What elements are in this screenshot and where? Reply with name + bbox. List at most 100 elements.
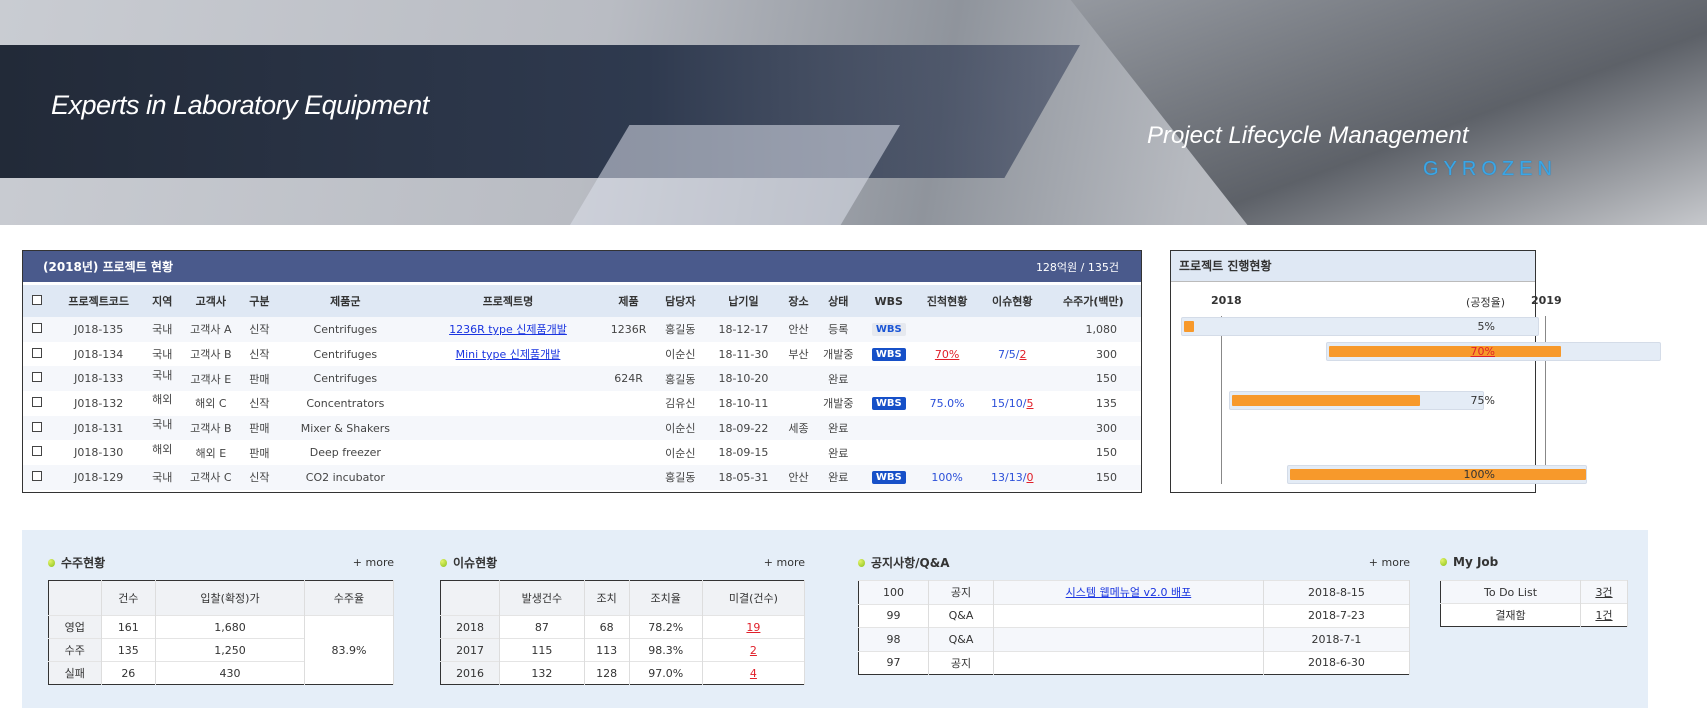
cell-text: Mixer & Shakers bbox=[300, 421, 390, 435]
cell-issue bbox=[978, 366, 1046, 392]
row-checkbox[interactable] bbox=[32, 322, 42, 333]
gantt-progress-bar bbox=[1329, 345, 1561, 357]
table-row[interactable]: J018-133 국내 고객사 E 판매 Centrifuges 624R 홍길동 18-10… bbox=[23, 366, 1141, 392]
project-link[interactable]: Mini type 신제품개발 bbox=[455, 348, 561, 362]
wbs-button[interactable]: WBS bbox=[871, 348, 906, 362]
notice-link[interactable]: 시스템 웹메뉴얼 v2.0 배포 bbox=[1065, 586, 1192, 600]
column-header: 수주율 bbox=[304, 580, 395, 616]
cell-text: 150 bbox=[1096, 446, 1117, 460]
open-issue-link[interactable]: 4 bbox=[749, 666, 757, 680]
gantt-track[interactable] bbox=[1326, 341, 1661, 361]
table-row: 실패 26 430 bbox=[48, 661, 394, 685]
cell: 2018-7-23 bbox=[1263, 603, 1411, 628]
column-header: 조치율 bbox=[629, 580, 703, 616]
notices-more-link[interactable]: + more bbox=[1368, 555, 1410, 569]
wbs-button[interactable]: WBS bbox=[871, 323, 906, 337]
issue-open[interactable]: 5 bbox=[1026, 396, 1034, 410]
gantt-track[interactable] bbox=[1181, 317, 1539, 336]
cell-status: 등록 bbox=[814, 317, 863, 342]
cell-text: Deep freezer bbox=[309, 446, 381, 460]
bullet-icon bbox=[1440, 558, 1447, 566]
cell-type: 신작 bbox=[243, 465, 276, 490]
myjob-row[interactable]: 결재함 1건 bbox=[1440, 603, 1628, 627]
project-progress-panel: 프로젝트 진행현황 2018 2019 (공정율) 5% 70% 75% 100% bbox=[1170, 250, 1661, 493]
notice-panel: 공지사항/Q&A + more 100 공지 시스템 웹메뉴얼 v2.0 배포 2018… bbox=[858, 552, 1411, 675]
banner-decoration bbox=[570, 125, 900, 225]
table-row[interactable]: J018-132 해외 해외 C 신작 Concentrators 김유신 18-10-11… bbox=[23, 391, 1141, 416]
open-issue-link[interactable]: 19 bbox=[746, 620, 761, 634]
cell-due: 18-09-22 bbox=[704, 415, 783, 441]
notice-row[interactable]: 97 공지 2018-6-30 bbox=[858, 650, 1411, 675]
bullet-icon bbox=[440, 558, 447, 567]
cell: 99 bbox=[858, 603, 929, 628]
panel-title: 이슈현황 bbox=[453, 555, 498, 570]
gantt-track[interactable] bbox=[1287, 465, 1587, 485]
row-checkbox[interactable] bbox=[32, 347, 42, 358]
gantt-track[interactable] bbox=[1229, 391, 1484, 411]
cell-status: 완료 bbox=[814, 415, 863, 441]
issue-status: 13/13/0 bbox=[991, 470, 1034, 484]
row-checkbox[interactable] bbox=[32, 396, 42, 407]
project-link[interactable]: 1236R type 신제품개발 bbox=[449, 323, 567, 337]
row-checkbox[interactable] bbox=[32, 421, 42, 432]
cell-name bbox=[415, 440, 600, 465]
cell-product: 624R bbox=[600, 366, 657, 392]
cell-text: 고객사 B bbox=[190, 348, 232, 362]
cell: 2018-8-15 bbox=[1263, 580, 1411, 604]
cell-place: 부산 bbox=[783, 342, 815, 367]
cell-due: 18-10-20 bbox=[704, 366, 783, 392]
row-checkbox[interactable] bbox=[32, 372, 42, 383]
cell-code: J018-133 bbox=[51, 366, 147, 392]
row-select-cell bbox=[23, 465, 51, 490]
cell: 78.2% bbox=[629, 615, 703, 639]
select-all-checkbox[interactable] bbox=[32, 294, 42, 305]
cell-issue: 15/10/5 bbox=[979, 391, 1046, 416]
cell-wbs: WBS bbox=[862, 317, 916, 342]
table-row[interactable]: J018-130 해외 해외 E 판매 Deep freezer 이순신 18-09-15 완… bbox=[23, 440, 1141, 465]
cell-code: J018-135 bbox=[51, 317, 147, 342]
myjob-row[interactable]: To Do List 3건 bbox=[1440, 580, 1628, 604]
cell: 161 bbox=[101, 615, 157, 639]
job-count-link[interactable]: 3건 bbox=[1595, 586, 1613, 599]
row-checkbox[interactable] bbox=[32, 446, 42, 457]
cell-text: 신작 bbox=[249, 323, 270, 337]
cell-text: 안산 bbox=[788, 323, 809, 337]
cell-region: 국내 bbox=[146, 366, 179, 392]
notice-row[interactable]: 100 공지 시스템 웹메뉴얼 v2.0 배포 2018-8-15 bbox=[858, 580, 1411, 604]
cell-product bbox=[600, 465, 657, 490]
cell-owner: 이순신 bbox=[657, 440, 705, 465]
open-issue-link[interactable]: 2 bbox=[749, 643, 757, 657]
row-checkbox[interactable] bbox=[32, 470, 42, 481]
cell-progress: 70% bbox=[915, 342, 979, 367]
cell: Q&A bbox=[928, 627, 994, 651]
issues-more-link[interactable]: + more bbox=[763, 555, 805, 569]
cell-progress bbox=[915, 415, 979, 441]
cell-progress bbox=[915, 366, 979, 392]
cell-text: 135 bbox=[1096, 396, 1117, 410]
wbs-button[interactable]: WBS bbox=[871, 397, 906, 411]
table-row[interactable]: J018-134 국내 고객사 B 신작 Centrifuges Mini type 신제… bbox=[23, 342, 1141, 367]
logo[interactable]: GYROZEN bbox=[1423, 158, 1557, 180]
table-row[interactable]: J018-135 국내 고객사 A 신작 Centrifuges 1236R type 신… bbox=[23, 317, 1141, 342]
cell-text: 고객사 A bbox=[190, 323, 232, 337]
issue-open[interactable]: 2 bbox=[1019, 347, 1027, 361]
wbs-button[interactable]: WBS bbox=[871, 471, 906, 485]
notice-row[interactable]: 99 Q&A 2018-7-23 bbox=[858, 603, 1411, 628]
cell bbox=[993, 603, 1264, 628]
cell-region: 해외 bbox=[146, 391, 178, 416]
issue-total: 7 bbox=[998, 347, 1006, 361]
cell-issue bbox=[978, 317, 1046, 342]
cell-progress bbox=[915, 440, 979, 465]
orders-more-link[interactable]: + more bbox=[352, 555, 394, 569]
issue-open[interactable]: 0 bbox=[1026, 470, 1034, 484]
column-header: 고객사 bbox=[178, 285, 244, 317]
cell-text: J018-130 bbox=[74, 446, 124, 460]
table-row[interactable]: J018-131 국내 고객사 B 판매 Mixer & Shakers 이순신 18-09… bbox=[23, 415, 1141, 441]
progress-value: 100% bbox=[931, 470, 963, 484]
job-count-link[interactable]: 1건 bbox=[1595, 609, 1613, 622]
cell-price: 1,080 bbox=[1045, 317, 1141, 342]
cell-text: 18-05-31 bbox=[718, 470, 769, 484]
notice-row[interactable]: 98 Q&A 2018-7-1 bbox=[858, 627, 1411, 651]
table-row[interactable]: J018-129 국내 고객사 C 신작 CO2 incubator 홍길동 18-05-3… bbox=[23, 465, 1141, 490]
cell: 98 bbox=[858, 627, 929, 651]
